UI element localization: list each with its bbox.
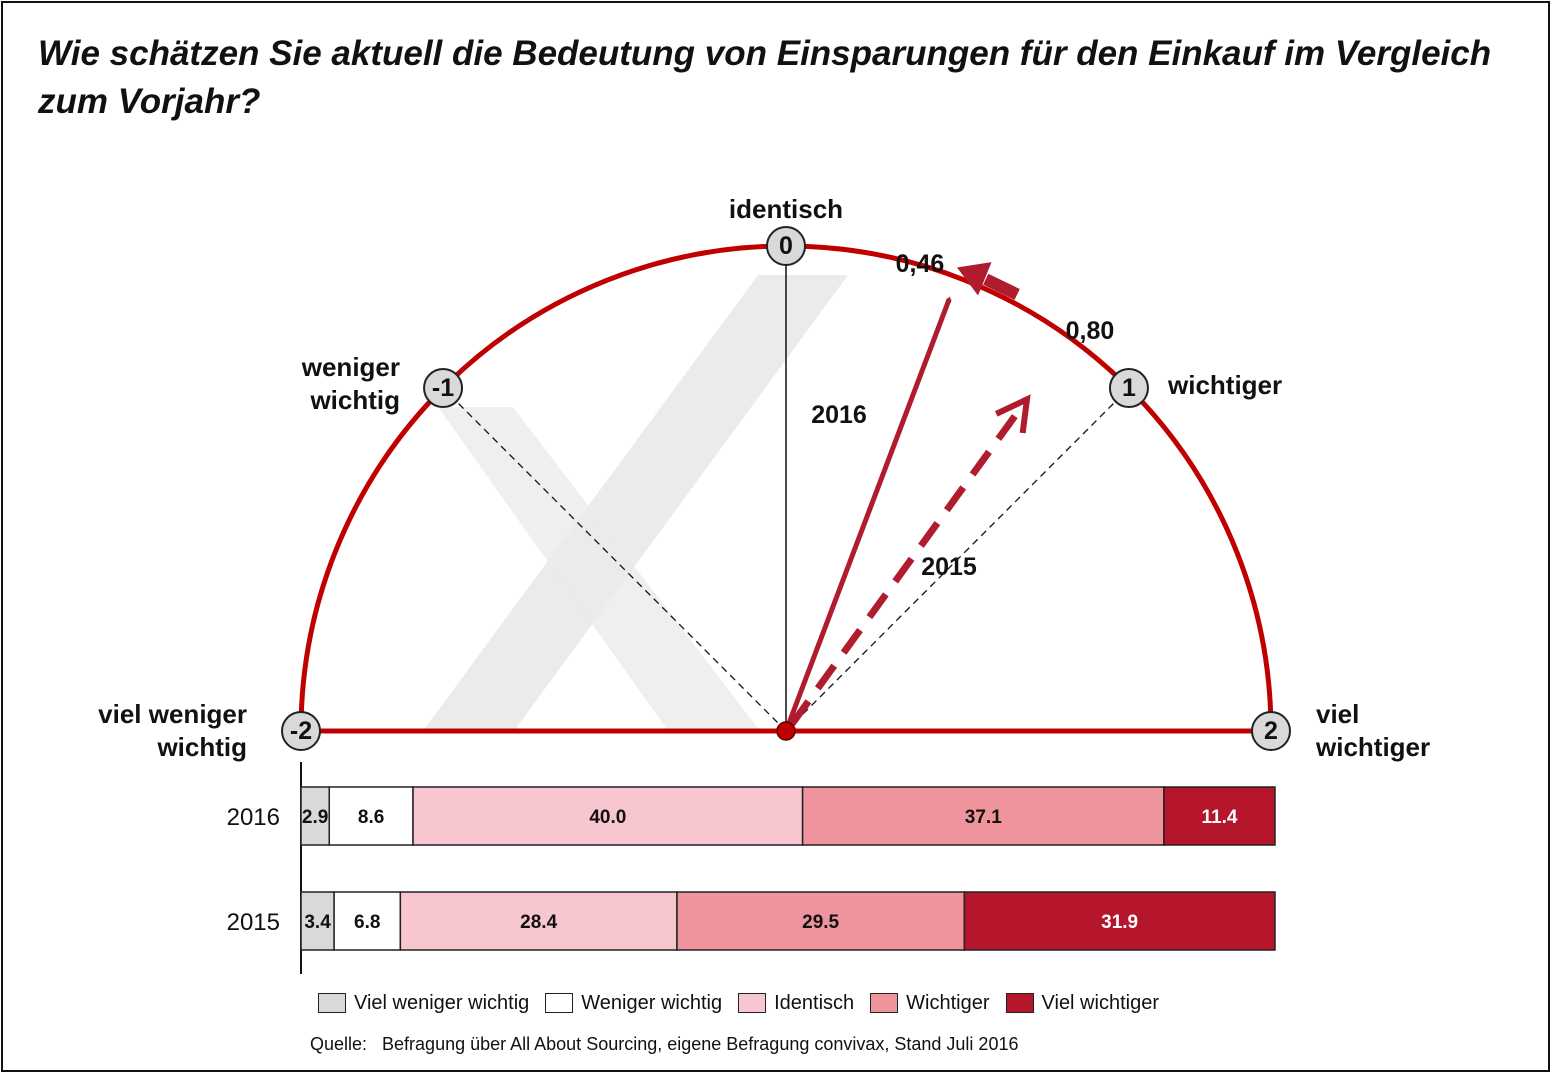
scale-label-viel-weniger-wichtig: viel weniger bbox=[98, 699, 247, 729]
source-note: Quelle: Befragung über All About Sourcin… bbox=[310, 1034, 1019, 1054]
scale-label-weniger-wichtig: wichtig bbox=[309, 385, 400, 415]
legend-item-viel-weniger-wichtig: Viel weniger wichtig bbox=[318, 992, 529, 1015]
legend-swatch bbox=[870, 993, 899, 1013]
scale-node-value: 0 bbox=[779, 232, 793, 260]
bar-category-label-2015: 2015 bbox=[227, 909, 280, 936]
gauge-center-dot bbox=[776, 721, 796, 741]
scale-label-wichtiger: wichtiger bbox=[1167, 370, 1282, 400]
scale-label-viel-wichtiger: viel bbox=[1316, 699, 1359, 729]
bar-value-label: 31.9 bbox=[1101, 912, 1138, 933]
bar-value-label: 2.9 bbox=[302, 807, 328, 828]
scale-node-circle bbox=[281, 711, 321, 751]
legend-swatch bbox=[318, 993, 346, 1013]
scale-label-identisch: identisch bbox=[729, 194, 843, 224]
scale-label-viel-wichtiger: wichtiger bbox=[1315, 732, 1430, 762]
bar-value-label: 8.6 bbox=[358, 807, 384, 828]
scale-node-value: 2 bbox=[1264, 717, 1278, 745]
legend: Viel weniger wichtig Weniger wichtig Ident… bbox=[318, 988, 1175, 1018]
legend-label: Wichtiger bbox=[906, 991, 990, 1014]
spoke-minus-1 bbox=[442, 387, 787, 732]
scale-node-circle bbox=[423, 368, 464, 409]
scale-node-circle bbox=[1251, 711, 1291, 751]
year-label-2016: 2016 bbox=[811, 401, 867, 429]
bar-value-label: 3.4 bbox=[304, 912, 331, 933]
arrow-2016 bbox=[783, 296, 952, 732]
scale-node-circle bbox=[766, 226, 806, 266]
legend-item-weniger-wichtig: Weniger wichtig bbox=[545, 992, 722, 1015]
bar-value-label: 29.5 bbox=[802, 912, 839, 933]
bar-category-label-2016: 2016 bbox=[227, 804, 280, 831]
scale-label-weniger-wichtig: weniger bbox=[301, 352, 400, 382]
bar-value-label: 11.4 bbox=[1202, 807, 1238, 828]
bar-segment-2016-viel-wichtiger bbox=[1163, 786, 1276, 846]
legend-label: Viel weniger wichtig bbox=[354, 991, 530, 1014]
scale-node-value: 1 bbox=[1122, 374, 1136, 402]
bar-segment-2015-identisch bbox=[399, 891, 678, 951]
bar-segment-2015-wichtiger bbox=[676, 891, 966, 951]
value-label-2016: 0,46 bbox=[896, 250, 945, 278]
bar-segment-2016-weniger-wichtig bbox=[328, 786, 414, 846]
shift-arrow-head bbox=[956, 262, 992, 296]
bar-value-label: 28.4 bbox=[520, 912, 557, 933]
bar-segment-2015-viel-wichtiger bbox=[963, 891, 1276, 951]
scale-label-viel-weniger-wichtig: wichtig bbox=[156, 732, 247, 762]
legend-label: Viel wichtiger bbox=[1041, 991, 1159, 1014]
bar-segment-2015-weniger-wichtig bbox=[333, 891, 402, 951]
arrow-2015 bbox=[789, 397, 1030, 727]
year-label-2015: 2015 bbox=[921, 553, 977, 581]
legend-swatch bbox=[545, 993, 574, 1013]
bar-value-label: 6.8 bbox=[354, 912, 380, 933]
shift-arrow-shaft bbox=[983, 273, 1020, 300]
legend-item-identisch: Identisch bbox=[738, 992, 854, 1015]
scale-node-value: -1 bbox=[432, 374, 454, 402]
bar-segment-2016-wichtiger bbox=[801, 786, 1165, 846]
watermark-stroke-b bbox=[438, 407, 760, 731]
legend-label: Identisch bbox=[774, 991, 855, 1014]
scale-node-value: -2 bbox=[290, 717, 312, 745]
bar-segment-2016-identisch bbox=[412, 786, 804, 846]
spoke-plus-1 bbox=[785, 387, 1130, 732]
arrow-2015-head bbox=[994, 394, 1031, 434]
legend-swatch bbox=[738, 993, 767, 1013]
scale-node-circle bbox=[1108, 368, 1149, 409]
value-label-2015: 0,80 bbox=[1066, 317, 1115, 345]
bar-value-label: 37.1 bbox=[965, 807, 1002, 828]
bar-segment-2016-viel-weniger-wichtig bbox=[300, 786, 330, 846]
bar-value-label: 40.0 bbox=[589, 807, 626, 828]
chart-title: Wie schätzen Sie aktuell die Bedeutung v… bbox=[38, 34, 1492, 121]
legend-swatch bbox=[1005, 993, 1034, 1013]
legend-label: Weniger wichtig bbox=[581, 991, 723, 1014]
legend-item-wichtiger: Wichtiger bbox=[870, 991, 990, 1015]
watermark-stroke-a bbox=[423, 275, 848, 731]
legend-item-viel-wichtiger: Viel wichtiger bbox=[1005, 991, 1159, 1015]
